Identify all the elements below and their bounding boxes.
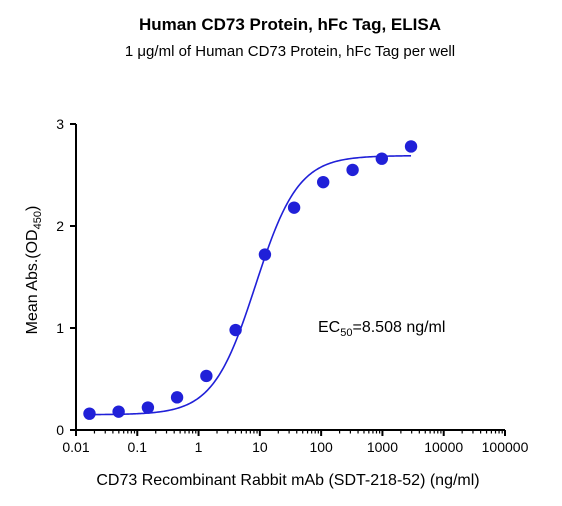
x-tick-label: 1 <box>195 439 203 455</box>
x-tick-label: 10 <box>252 439 268 455</box>
x-tick-label: 0.01 <box>62 439 89 455</box>
x-tick-label: 1000 <box>367 439 398 455</box>
data-point <box>200 369 213 383</box>
data-point <box>170 391 184 404</box>
chart-subtitle: 1 μg/ml of Human CD73 Protein, hFc Tag p… <box>125 43 455 60</box>
ec50-annotation: EC50=8.508 ng/ml <box>318 319 445 339</box>
data-point <box>112 405 125 418</box>
y-axis-label-sub: 450 <box>32 211 44 229</box>
x-axis-label: CD73 Recombinant Rabbit mAb (SDT-218-52)… <box>96 472 479 489</box>
y-axis-label-main: Mean Abs.(OD <box>24 229 41 334</box>
data-point <box>141 401 155 414</box>
y-axis-label-end: ) <box>24 206 41 211</box>
x-tick-label: 100000 <box>482 439 529 455</box>
axes <box>70 123 506 436</box>
x-tick-label: 100 <box>309 439 333 455</box>
y-tick-label: 2 <box>56 218 64 234</box>
y-tick-label: 3 <box>56 116 64 132</box>
fit-curve <box>89 154 412 416</box>
data-point <box>258 248 272 261</box>
data-point <box>346 163 359 177</box>
tick-labels: 0.01 0.1 1 10 100 1000 10000 100000 0 1 2 3 <box>56 116 528 455</box>
data-point <box>229 323 242 337</box>
ec50-annotation-rest: =8.508 ng/ml <box>352 319 445 336</box>
data-point <box>404 140 418 153</box>
data-point <box>375 152 389 165</box>
chart-title: Human CD73 Protein, hFc Tag, ELISA <box>139 15 441 34</box>
y-tick-label: 1 <box>56 320 64 336</box>
y-axis-label: Mean Abs.(OD450) <box>24 206 44 335</box>
data-point <box>316 175 330 189</box>
data-points <box>83 140 418 420</box>
ec50-annotation-sub: 50 <box>340 327 352 339</box>
ec50-annotation-main: EC <box>318 319 340 336</box>
x-tick-label: 10000 <box>424 439 463 455</box>
data-point <box>83 407 96 420</box>
x-tick-label: 0.1 <box>128 439 148 455</box>
y-tick-label: 0 <box>56 422 64 438</box>
data-point <box>287 201 301 214</box>
